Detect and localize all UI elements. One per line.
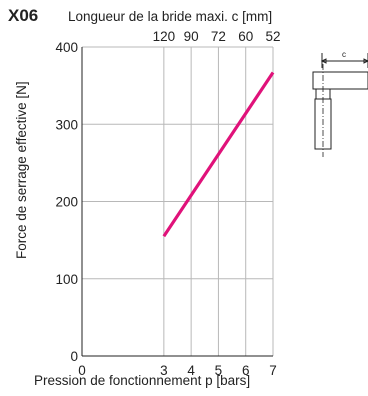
tick-labels: 0 3 4 5 6 7 0 100 200 300 400 120 90 72 60 52 [55,29,280,378]
y-tick-label: 200 [55,195,78,210]
secondary-tick-label: 120 [153,29,176,44]
x-tick-label: 6 [242,363,250,378]
y-tick-label: 400 [55,40,78,55]
x-tick-label: 4 [187,363,195,378]
secondary-tick-label: 60 [238,29,253,44]
secondary-tick-label: 90 [184,29,199,44]
secondary-axis-label: Longueur de la bride maxi. c [mm] [68,9,272,24]
x-tick-label: 5 [215,363,223,378]
series-line [162,71,275,238]
x-tick-label: 0 [78,363,86,378]
series [162,71,275,238]
diagram-label-c: c [342,50,346,59]
y-tick-label: 0 [70,349,78,364]
x-axis-label: Pression de fonctionnement p [bars] [34,373,250,388]
y-tick-label: 300 [55,117,78,132]
secondary-tick-label: 52 [265,29,280,44]
axes [81,47,273,357]
model-code: X06 [8,6,38,25]
grid [82,46,274,356]
x-tick-label: 3 [160,363,168,378]
x-tick-label: 7 [269,363,277,378]
secondary-tick-label: 72 [211,29,226,44]
clamp-schematic-diagram: c [312,50,368,157]
y-tick-label: 100 [55,272,78,287]
y-axis-label: Force de serrage effective [N] [14,81,29,259]
